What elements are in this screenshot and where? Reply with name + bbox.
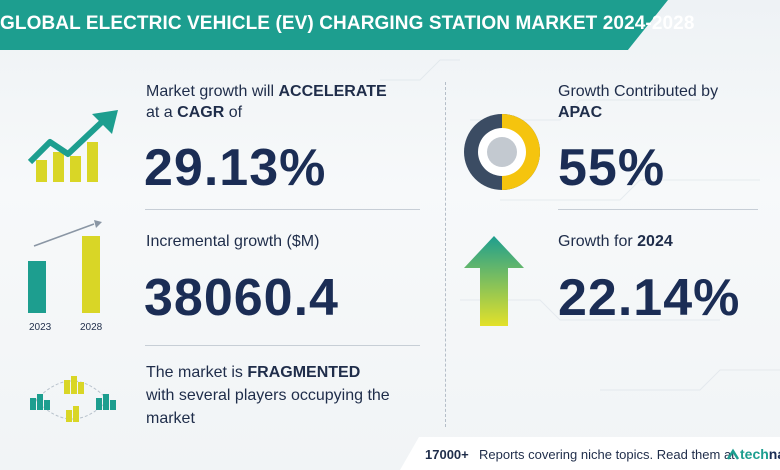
year-start-label: 2023 [29, 322, 52, 333]
up-arrow-icon [464, 236, 524, 326]
title-bar [0, 0, 668, 50]
market-label-line2: with several players occupying the [146, 387, 390, 404]
yoy-value: 22.14% [558, 269, 741, 327]
donut-chart-icon [464, 114, 540, 190]
region-value: 55% [558, 139, 666, 197]
incremental-label: Incremental growth ($M) [146, 233, 320, 250]
yoy-label: Growth for 2024 [558, 233, 673, 250]
cagr-value: 29.13% [144, 139, 327, 197]
cagr-label-line2: at a CAGR of [146, 104, 243, 121]
footer-banner [400, 437, 780, 470]
divider [558, 209, 758, 210]
technavio-logo[interactable]: techna [740, 446, 780, 462]
page-title: GLOBAL ELECTRIC VEHICLE (EV) CHARGING ST… [0, 13, 695, 34]
region-label-line2: APAC [558, 104, 603, 121]
bar-comparison-icon [28, 220, 102, 313]
market-players-icon [30, 376, 116, 422]
growth-chart-icon [27, 110, 118, 182]
market-label-line3: market [146, 410, 195, 427]
footer-text: Reports covering niche topics. Read them… [479, 447, 735, 462]
footer-count: 17000+ [425, 447, 469, 462]
column-divider [445, 82, 446, 427]
region-label-line1: Growth Contributed by [558, 83, 719, 100]
technavio-logo-icon [726, 448, 740, 460]
cagr-label-line1: Market growth will ACCELERATE [146, 83, 387, 100]
market-label-line1: The market is FRAGMENTED [146, 364, 361, 381]
divider [145, 209, 420, 210]
year-end-label: 2028 [80, 322, 103, 333]
divider [145, 345, 420, 346]
incremental-value: 38060.4 [144, 269, 339, 327]
